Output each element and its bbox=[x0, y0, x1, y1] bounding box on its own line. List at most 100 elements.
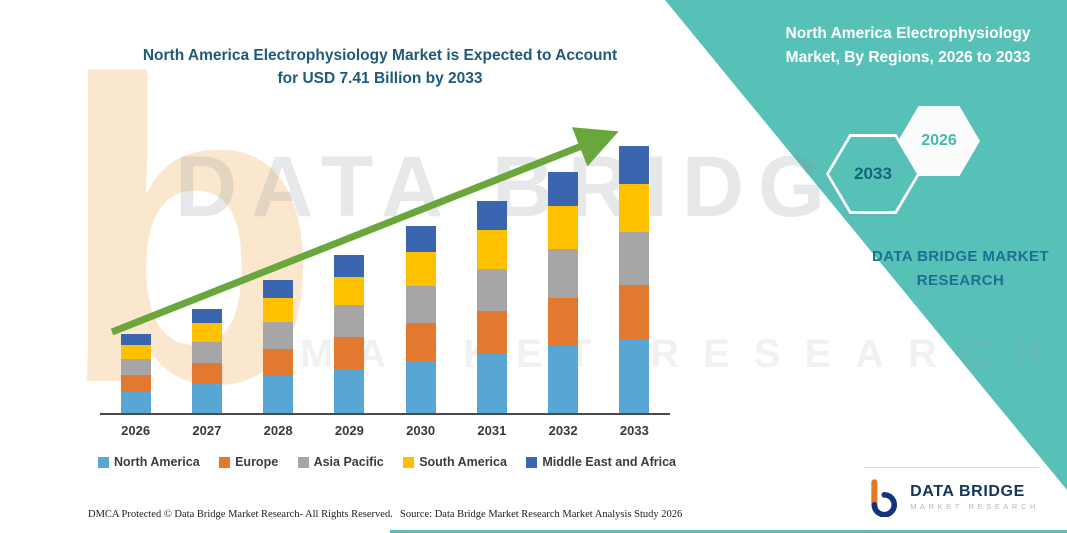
legend-swatch-icon bbox=[219, 456, 231, 468]
segment-north-america-2028 bbox=[263, 375, 294, 413]
segment-south-america-2026 bbox=[120, 344, 151, 360]
segment-north-america-2030 bbox=[405, 360, 436, 413]
hexagon-fill bbox=[829, 137, 917, 211]
stacked-bar-2031 bbox=[476, 200, 507, 413]
x-tick-label-2029: 2029 bbox=[334, 423, 364, 438]
chart-title-line2: for USD 7.41 Billion by 2033 bbox=[277, 70, 483, 87]
segment-europe-2032 bbox=[548, 297, 579, 346]
dmca-notice: DMCA Protected © Data Bridge Market Rese… bbox=[88, 509, 393, 520]
legend-swatch-icon bbox=[403, 456, 415, 468]
x-tick-label-2028: 2028 bbox=[263, 423, 293, 438]
legend-label: Asia Pacific bbox=[313, 455, 384, 469]
legend-label: Europe bbox=[235, 455, 279, 469]
segment-north-america-2026 bbox=[120, 390, 151, 413]
segment-south-america-2029 bbox=[334, 276, 365, 306]
segment-north-america-2032 bbox=[548, 345, 579, 413]
stacked-bar-2029 bbox=[334, 254, 365, 413]
data-bridge-logo: DATA BRIDGE MARKET RESEARCH bbox=[864, 467, 1039, 517]
x-tick-label-2026: 2026 bbox=[121, 423, 151, 438]
segment-europe-2029 bbox=[334, 337, 365, 369]
source-note: Source: Data Bridge Market Research Mark… bbox=[400, 509, 683, 520]
side-panel-brand-line1: DATA BRIDGE MARKET bbox=[872, 248, 1049, 265]
bar-group-2030 bbox=[385, 225, 456, 413]
end-year-label: 2033 bbox=[854, 164, 892, 183]
bottom-accent-rule bbox=[390, 530, 1067, 533]
legend-item-north-america: North America bbox=[98, 455, 200, 469]
x-tick-label-2032: 2032 bbox=[548, 423, 578, 438]
x-tick-label-2031: 2031 bbox=[477, 423, 507, 438]
segment-middle-east-and-africa-2031 bbox=[476, 200, 507, 231]
segment-south-america-2027 bbox=[191, 323, 222, 343]
stacked-bar-2032 bbox=[548, 171, 579, 413]
side-panel-brand-name: DATA BRIDGE MARKET RESEARCH bbox=[858, 245, 1063, 293]
bar-group-2027 bbox=[171, 308, 242, 413]
segment-south-america-2030 bbox=[405, 252, 436, 287]
logo-divider bbox=[864, 467, 1039, 468]
segment-europe-2028 bbox=[263, 349, 294, 376]
segment-middle-east-and-africa-2028 bbox=[263, 279, 294, 299]
segment-middle-east-and-africa-2029 bbox=[334, 254, 365, 277]
legend-item-europe: Europe bbox=[219, 455, 278, 469]
bar-group-2028 bbox=[243, 279, 314, 413]
legend-swatch-icon bbox=[526, 456, 538, 468]
side-panel-title: North America Electrophysiology Market, … bbox=[758, 22, 1058, 70]
legend-swatch-icon bbox=[98, 456, 109, 468]
stacked-bar-2026 bbox=[120, 333, 151, 413]
segment-north-america-2033 bbox=[619, 338, 650, 413]
segment-europe-2027 bbox=[191, 362, 222, 384]
x-tick-label-2030: 2030 bbox=[406, 423, 436, 438]
segment-middle-east-and-africa-2032 bbox=[548, 171, 579, 206]
legend-item-middle-east-and-africa: Middle East and Africa bbox=[526, 455, 676, 469]
brand-tagline: MARKET RESEARCH bbox=[910, 501, 1039, 511]
segment-north-america-2029 bbox=[334, 368, 365, 413]
brand-text: DATA BRIDGE MARKET RESEARCH bbox=[910, 483, 1039, 512]
segment-europe-2031 bbox=[476, 311, 507, 354]
stacked-bar-2027 bbox=[191, 308, 222, 413]
bar-group-2026 bbox=[100, 333, 171, 413]
legend-swatch-icon bbox=[297, 456, 309, 468]
chart-title: North America Electrophysiology Market i… bbox=[90, 44, 670, 90]
legend-label: North America bbox=[114, 455, 200, 469]
segment-asia-pacific-2026 bbox=[120, 359, 151, 375]
segment-asia-pacific-2027 bbox=[191, 342, 222, 363]
start-year-label: 2026 bbox=[921, 132, 957, 149]
segment-south-america-2032 bbox=[548, 205, 579, 250]
segment-asia-pacific-2031 bbox=[476, 268, 507, 312]
segment-asia-pacific-2030 bbox=[405, 286, 436, 324]
segment-asia-pacific-2029 bbox=[334, 305, 365, 338]
segment-asia-pacific-2032 bbox=[548, 249, 579, 298]
segment-asia-pacific-2028 bbox=[263, 322, 294, 350]
hexagon-fill bbox=[898, 106, 980, 176]
legend-label: Middle East and Africa bbox=[542, 455, 676, 469]
side-panel-brand-line2: RESEARCH bbox=[916, 272, 1005, 289]
stacked-bar-2033 bbox=[619, 146, 650, 413]
segment-middle-east-and-africa-2027 bbox=[191, 308, 222, 324]
bar-group-2031 bbox=[456, 200, 527, 413]
segment-middle-east-and-africa-2033 bbox=[619, 146, 650, 184]
hexagon-start-year: 2026 bbox=[898, 106, 980, 176]
segment-north-america-2031 bbox=[476, 353, 507, 413]
legend-item-south-america: South America bbox=[403, 455, 507, 469]
x-axis-labels: 2026 2027 2028 2029 2030 2031 2032 2033 bbox=[100, 423, 670, 438]
chart-title-line1: North America Electrophysiology Market i… bbox=[142, 47, 618, 64]
segment-middle-east-and-africa-2030 bbox=[405, 225, 436, 253]
bar-group-2029 bbox=[314, 254, 385, 413]
data-bridge-b-icon bbox=[871, 479, 898, 517]
segment-north-america-2027 bbox=[191, 383, 222, 413]
bar-chart-plot-area bbox=[100, 110, 670, 415]
growth-trend-arrow bbox=[110, 127, 619, 336]
segment-south-america-2028 bbox=[263, 298, 294, 323]
chart-legend: North America Europe Asia Pacific South Ame… bbox=[98, 455, 676, 469]
segment-south-america-2031 bbox=[476, 230, 507, 269]
stacked-bar-2028 bbox=[263, 279, 294, 413]
bar-group-2033 bbox=[599, 146, 670, 413]
segment-europe-2030 bbox=[405, 323, 436, 361]
segment-europe-2033 bbox=[619, 285, 650, 339]
side-panel-title-line2: Market, By Regions, 2026 to 2033 bbox=[785, 49, 1031, 66]
segment-europe-2026 bbox=[120, 374, 151, 391]
legend-item-asia-pacific: Asia Pacific bbox=[297, 455, 384, 469]
x-tick-label-2033: 2033 bbox=[619, 423, 649, 438]
side-panel-title-line1: North America Electrophysiology bbox=[785, 25, 1031, 42]
brand-name: DATA BRIDGE bbox=[910, 482, 1025, 500]
legend-label: South America bbox=[419, 455, 507, 469]
